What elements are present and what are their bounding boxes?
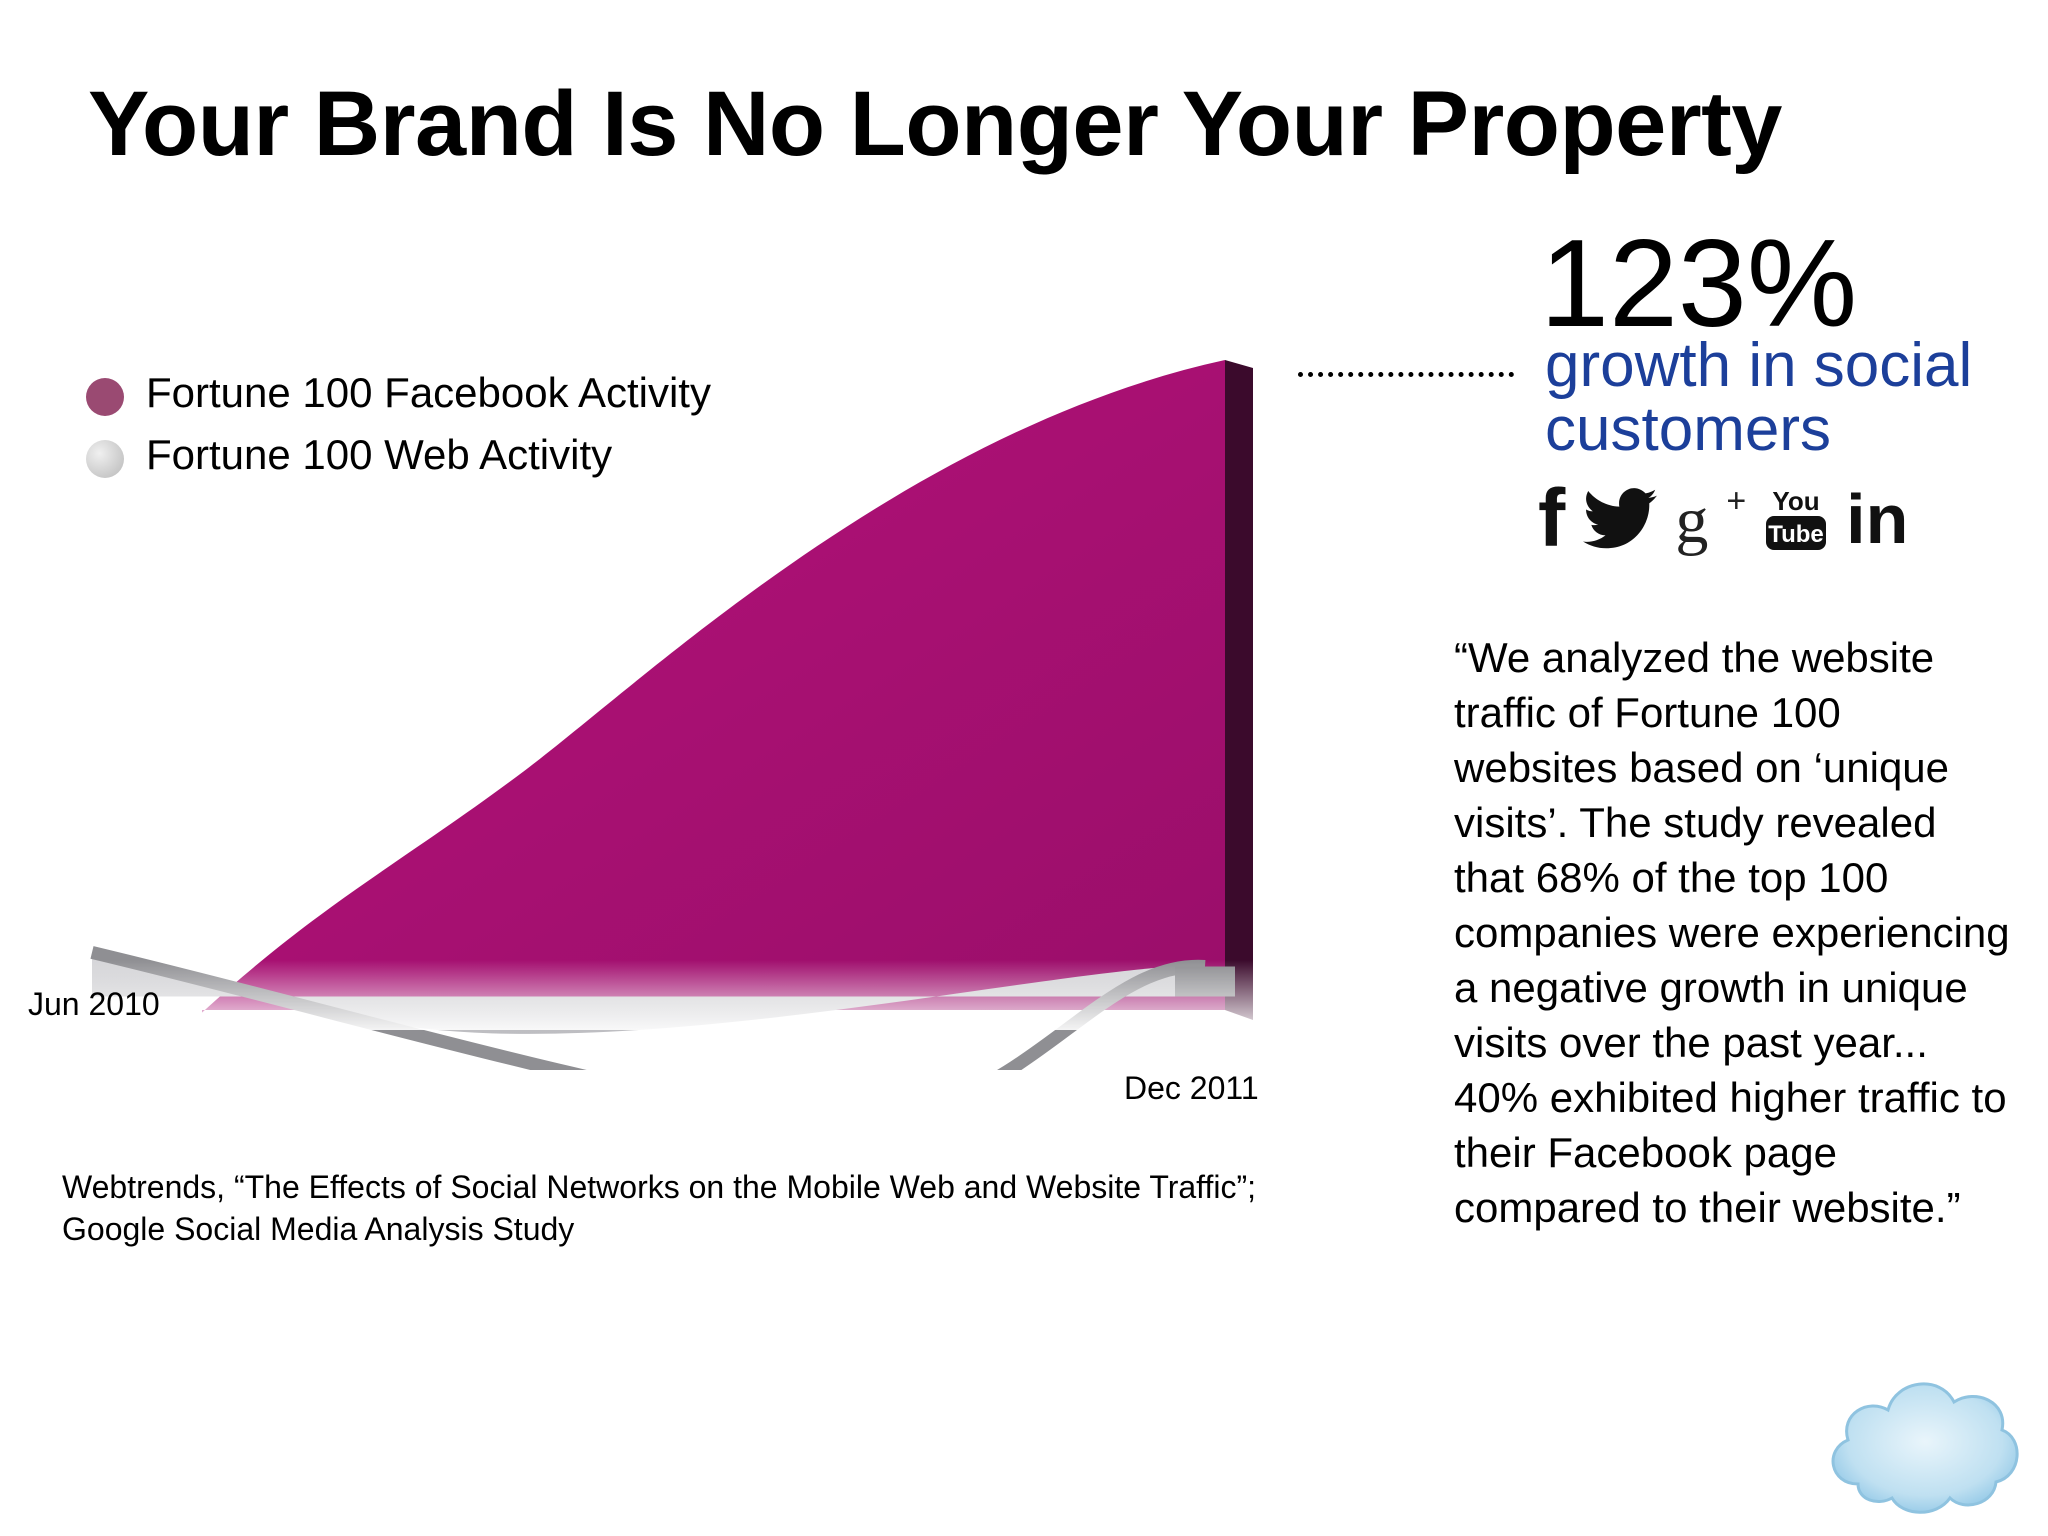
linkedin-icon: in [1846,480,1909,558]
google-plus-letter: g [1675,484,1709,557]
activity-chart [0,360,1285,1070]
facebook-icon: f [1538,473,1566,564]
source-line-2: Google Social Media Analysis Study [62,1211,575,1247]
legend-item-web: Fortune 100 Web Activity [86,424,711,486]
chart-floor-fade [0,960,1285,1030]
google-plus-icon: g + [1675,484,1746,554]
chart-legend: Fortune 100 Facebook Activity Fortune 10… [86,362,711,486]
x-axis-end-label: Dec 2011 [1124,1070,1259,1106]
social-icons-row: f g + You Tube in [1538,478,1926,560]
legend-item-facebook: Fortune 100 Facebook Activity [86,362,711,424]
cloud-logo-icon [1831,1382,2019,1514]
twitter-icon [1583,488,1658,549]
youtube-icon: You Tube [1766,486,1827,550]
legend-dot-web [86,440,124,478]
youtube-tube-text: Tube [1768,521,1824,548]
x-axis-start-label: Jun 2010 [28,986,160,1022]
source-citation: Webtrends, “The Effects of Social Networ… [62,1166,1392,1250]
legend-label-facebook: Fortune 100 Facebook Activity [146,369,711,416]
growth-stat-value: 123% [1540,215,1858,353]
facebook-activity-area [202,360,1253,1020]
slide-title: Your Brand Is No Longer Your Property [88,73,1782,175]
source-line-1: Webtrends, “The Effects of Social Networ… [62,1169,1257,1205]
google-plus-sign: + [1726,482,1747,520]
facebook-area-depth [1225,360,1253,1020]
growth-stat-caption: growth in social customers [1545,331,1973,464]
facebook-area-face [202,360,1225,1013]
youtube-you-text: You [1773,486,1820,516]
web-activity-area [0,946,1285,1070]
study-quote: “We analyzed the website traffic of Fort… [1454,634,2010,1231]
legend-dot-facebook [86,378,124,416]
leader-dotted-line [1298,372,1514,377]
legend-label-web: Fortune 100 Web Activity [146,431,613,478]
